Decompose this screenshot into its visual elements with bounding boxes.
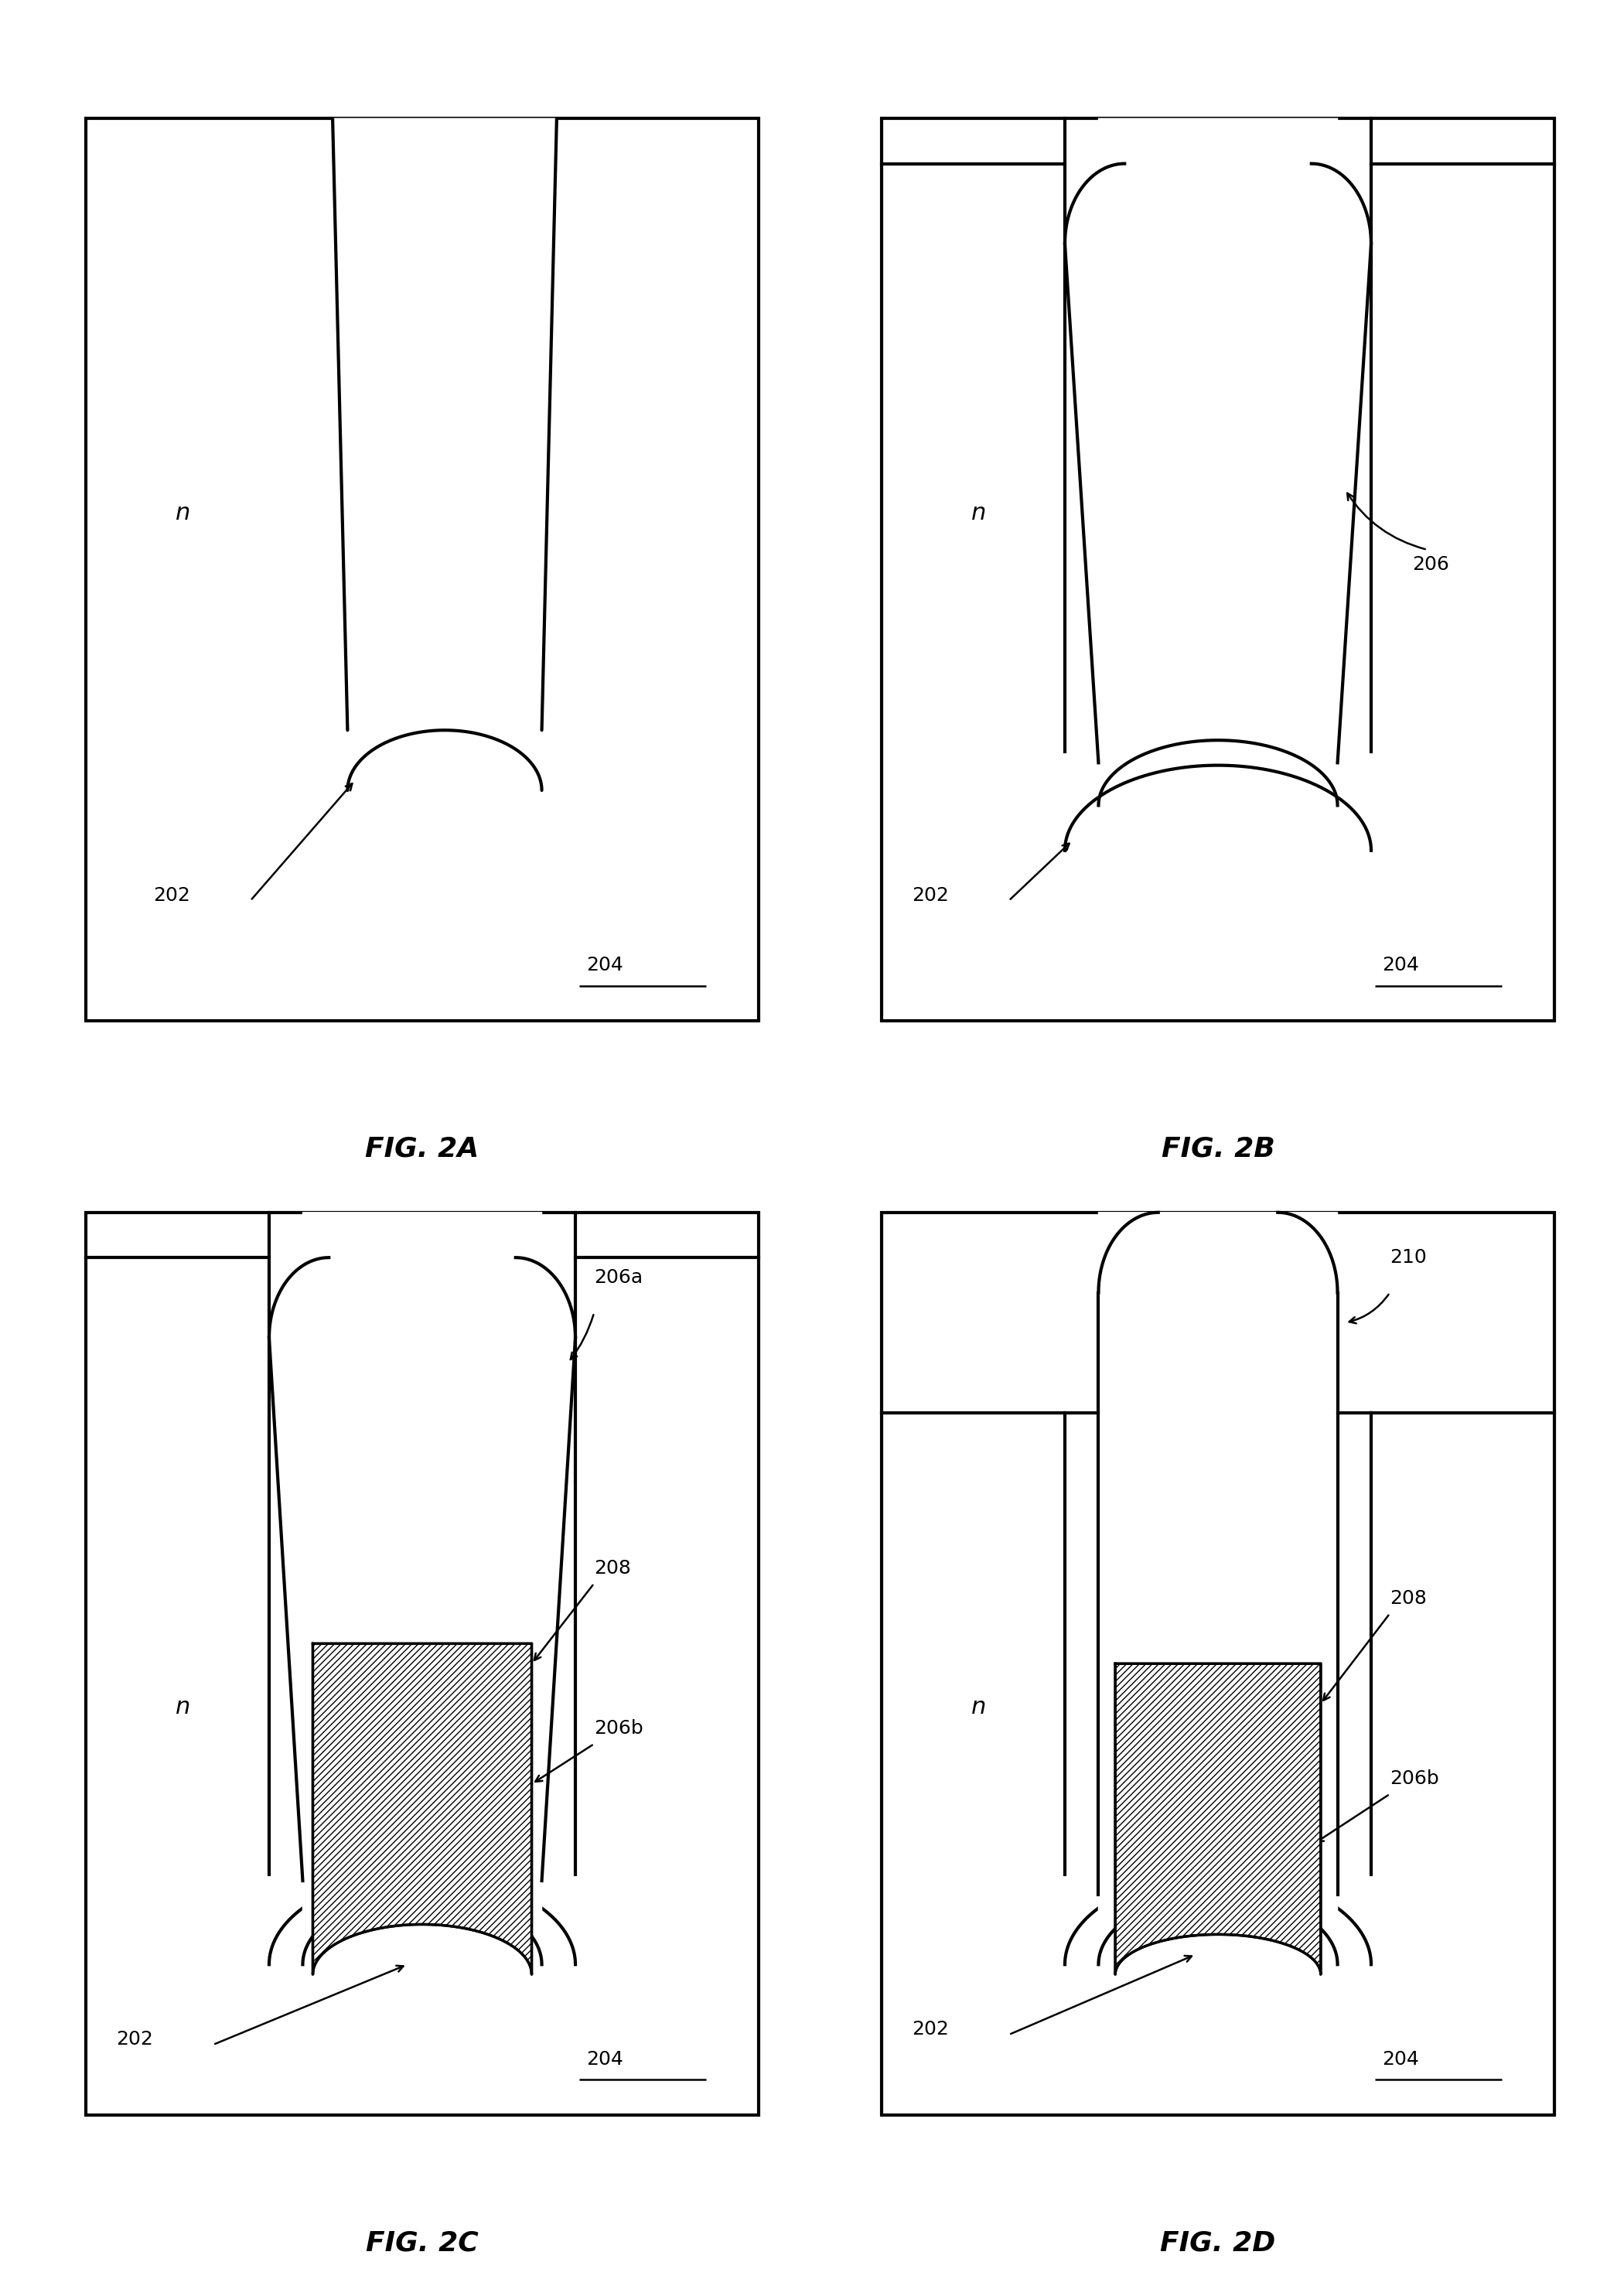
Text: FIG. 2D: FIG. 2D	[1160, 2229, 1276, 2256]
Text: 206b: 206b	[1390, 1769, 1439, 1787]
Text: 202: 202	[911, 2019, 948, 2037]
Text: n: n	[971, 1696, 986, 1718]
Polygon shape	[313, 1643, 531, 1974]
Text: 208: 208	[594, 1559, 632, 1577]
Text: n: n	[175, 1696, 190, 1718]
Text: 202: 202	[115, 2031, 153, 2049]
Text: 202: 202	[911, 887, 948, 905]
Polygon shape	[1098, 119, 1338, 804]
Polygon shape	[333, 119, 557, 791]
Text: FIG. 2C: FIG. 2C	[365, 2229, 479, 2256]
Polygon shape	[302, 1212, 542, 1964]
Text: 204: 204	[586, 957, 624, 975]
Bar	[86, 1212, 758, 2115]
Bar	[882, 119, 1554, 1021]
Text: 206b: 206b	[594, 1718, 643, 1737]
Text: 206a: 206a	[594, 1267, 643, 1285]
Text: 202: 202	[153, 887, 190, 905]
Text: FIG. 2B: FIG. 2B	[1161, 1135, 1275, 1162]
Polygon shape	[1116, 1664, 1320, 1974]
Text: n: n	[175, 501, 190, 524]
Bar	[86, 119, 758, 1021]
Text: 204: 204	[1382, 2051, 1419, 2069]
Polygon shape	[1098, 1212, 1338, 1964]
Text: 204: 204	[1382, 957, 1419, 975]
Text: 206: 206	[1413, 556, 1449, 574]
Text: FIG. 2A: FIG. 2A	[365, 1135, 479, 1162]
Text: 210: 210	[1390, 1249, 1427, 1267]
Text: 204: 204	[586, 2051, 624, 2069]
Text: 208: 208	[1390, 1588, 1427, 1607]
Text: n: n	[971, 501, 986, 524]
Bar	[882, 1212, 1554, 2115]
